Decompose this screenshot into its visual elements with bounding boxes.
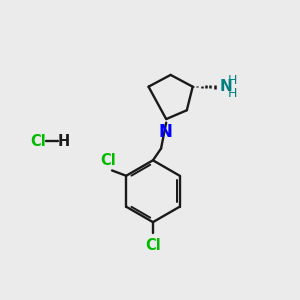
Text: Cl: Cl [145,238,161,253]
Text: N: N [219,79,232,94]
Text: N: N [159,123,172,141]
Text: H: H [58,134,70,149]
Text: H: H [227,87,237,100]
Text: Cl: Cl [100,152,116,167]
Text: H: H [227,74,237,87]
Text: Cl: Cl [30,134,46,149]
